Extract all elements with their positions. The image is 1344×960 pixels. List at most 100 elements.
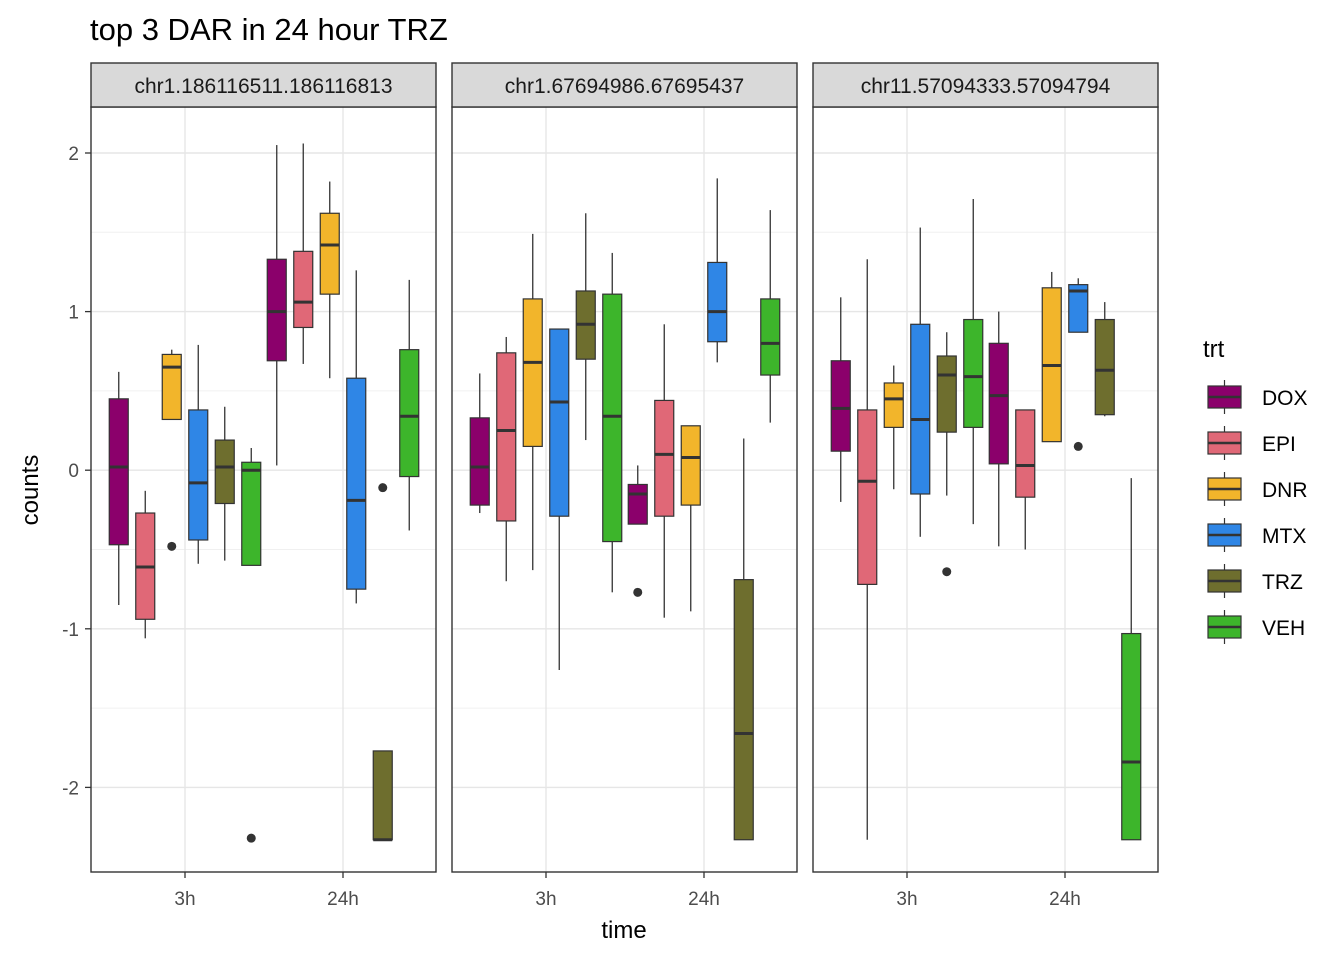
box-rect	[1121, 632, 1142, 841]
box-veh	[760, 210, 781, 423]
outlier-point	[378, 483, 388, 493]
legend-label: DOX	[1262, 387, 1308, 410]
box-rect	[602, 293, 623, 543]
box-rect	[936, 355, 957, 433]
outlier-point	[633, 587, 643, 597]
box-rect	[469, 417, 490, 506]
outlier-point	[1073, 441, 1083, 451]
y-tick-label: -1	[62, 620, 79, 641]
y-tick-label: -2	[62, 778, 79, 799]
box-dox	[108, 371, 129, 606]
box-epi	[654, 324, 675, 618]
box-rect	[496, 352, 517, 522]
box-veh	[399, 279, 420, 531]
box-epi	[496, 336, 517, 582]
box-rect	[627, 483, 648, 525]
box-dnr	[319, 181, 340, 379]
box-rect	[1094, 318, 1115, 416]
box-dnr	[883, 365, 904, 490]
box-trz	[1094, 302, 1115, 417]
panel-background	[91, 107, 436, 872]
y-tick-label: 2	[68, 144, 79, 165]
box-dox	[627, 465, 648, 597]
legend-label: VEH	[1262, 617, 1305, 640]
facet-strip	[812, 62, 1159, 108]
box-dnr	[680, 425, 701, 612]
box-rect	[883, 382, 904, 428]
legend: trt DOX EPI DNR MTX TRZ VEH	[1203, 336, 1308, 644]
facet-panel: chr11.57094333.57094794 3h 24h	[812, 62, 1159, 910]
y-tick-label: 0	[68, 461, 79, 482]
outlier-point	[246, 833, 256, 843]
box-epi	[293, 143, 314, 364]
box-rect	[241, 461, 262, 566]
box-veh	[241, 447, 262, 843]
box-veh	[602, 252, 623, 593]
legend-label: MTX	[1262, 525, 1306, 548]
box-rect	[857, 409, 878, 585]
box-rect	[399, 349, 420, 478]
box-veh	[1121, 478, 1142, 841]
box-rect	[346, 377, 367, 590]
x-tick-label: 24h	[327, 889, 359, 910]
box-rect	[654, 399, 675, 517]
x-axis-label: time	[601, 917, 646, 944]
box-mtx	[549, 328, 570, 671]
x-tick-label: 3h	[896, 889, 917, 910]
box-dnr	[1041, 271, 1062, 443]
box-rect	[680, 425, 701, 506]
legend-title: trt	[1203, 336, 1225, 363]
box-trz	[214, 406, 235, 561]
legend-item-epi: EPI	[1207, 426, 1296, 460]
box-dox	[988, 311, 1009, 547]
box-rect	[293, 250, 314, 329]
box-rect	[266, 258, 287, 362]
outlier-point	[167, 541, 177, 551]
box-trz	[936, 332, 957, 577]
outlier-point	[942, 567, 952, 577]
facet-panel: chr1.67694986.67695437 3h 24h	[451, 62, 798, 910]
box-rect	[1068, 284, 1089, 333]
box-rect	[963, 318, 984, 428]
box-dox	[830, 297, 851, 502]
facet-strip-label: chr11.57094333.57094794	[861, 75, 1111, 98]
chart-title: top 3 DAR in 24 hour TRZ	[90, 12, 448, 47]
legend-label: TRZ	[1262, 571, 1303, 594]
box-epi	[857, 259, 878, 840]
x-tick-label: 3h	[174, 889, 195, 910]
box-rect	[830, 360, 851, 452]
legend-label: DNR	[1262, 479, 1308, 502]
legend-item-dnr: DNR	[1207, 472, 1308, 506]
box-mtx	[188, 344, 209, 564]
box-mtx	[346, 270, 367, 604]
legend-item-mtx: MTX	[1207, 518, 1306, 552]
box-trz	[733, 438, 754, 841]
y-axis-label: counts	[17, 455, 44, 526]
facet-panel: chr1.186116511.186116813 3h 24h	[90, 62, 437, 910]
box-rect	[549, 328, 570, 517]
box-epi	[135, 490, 156, 639]
box-mtx	[1068, 278, 1089, 451]
box-rect	[910, 323, 931, 495]
facet-strip	[90, 62, 437, 108]
box-rect	[760, 298, 781, 376]
facet-strip	[451, 62, 798, 108]
box-mtx	[910, 227, 931, 537]
box-rect	[372, 750, 393, 841]
facet-strip-label: chr1.186116511.186116813	[134, 75, 392, 98]
facet-strip-label: chr1.67694986.67695437	[505, 75, 744, 98]
box-rect	[161, 353, 182, 421]
box-trz	[372, 483, 393, 842]
box-epi	[1015, 409, 1036, 550]
x-tick-label: 3h	[535, 889, 556, 910]
x-tick-label: 24h	[688, 889, 720, 910]
box-rect	[988, 342, 1009, 465]
y-tick-label: 1	[68, 303, 79, 324]
legend-item-dox: DOX	[1207, 380, 1308, 414]
legend-item-trz: TRZ	[1207, 564, 1303, 598]
box-veh	[963, 198, 984, 525]
box-rect	[733, 579, 754, 841]
box-rect	[108, 398, 129, 546]
